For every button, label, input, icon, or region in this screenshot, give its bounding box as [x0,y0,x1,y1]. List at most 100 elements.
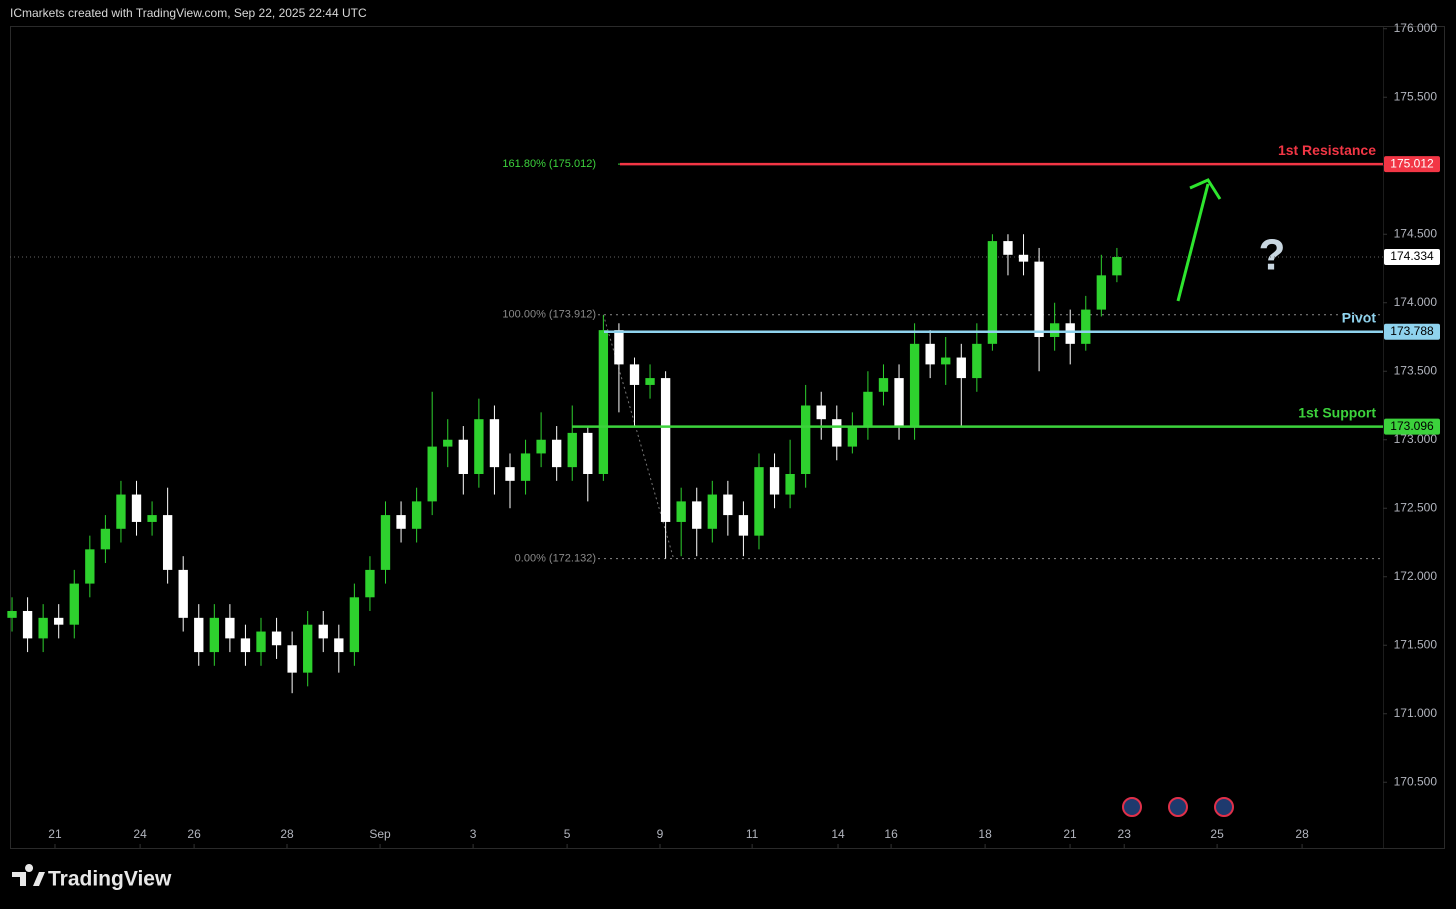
candle-body [396,515,406,529]
y-tick-label: 175.500 [1394,89,1438,103]
candle-body [318,624,328,639]
candle-body [583,432,593,474]
y-tick-label: 171.000 [1394,706,1438,720]
candle-body [162,515,173,570]
x-tick-label: 26 [187,827,201,841]
candle-body [54,617,64,625]
candle-body [614,330,624,365]
x-tick-label: Sep [369,827,391,841]
y-tick-label: 170.500 [1394,774,1438,788]
y-tick-label: 172.500 [1394,500,1438,514]
candle-body [925,343,935,365]
candle-body [832,419,842,447]
projection-arrow [1176,178,1222,302]
y-tick-label: 174.000 [1394,295,1438,309]
candle-body [443,439,453,447]
candle-body [660,378,671,522]
y-tick-label: 173.000 [1394,432,1438,446]
candle-body [692,501,702,529]
event-icon[interactable] [1122,797,1142,817]
candle-body [567,432,577,468]
event-icon[interactable] [1214,797,1234,817]
header: ICmarkets created with TradingView.com, … [10,6,367,20]
x-tick-label: 23 [1118,827,1132,841]
level-name: Pivot [1342,309,1377,325]
candle-body [894,378,904,427]
x-tick-label: 21 [48,827,62,841]
x-tick-label: 28 [1295,827,1309,841]
level-tag [1384,323,1440,340]
y-tick-label: 171.500 [1394,637,1438,651]
candle-body [22,610,33,639]
candle-body [380,515,391,570]
level-name: 1st Support [1298,404,1376,420]
candle-body [1034,261,1044,337]
candle-body [956,357,966,379]
candle-body [629,364,640,385]
y-tick-label: 176.000 [1394,21,1438,35]
candle-body [1018,254,1029,262]
candle-body [38,617,48,639]
candle-body [474,419,484,474]
candle-body [769,467,780,495]
candle-body [754,467,764,536]
level-tag [1384,156,1440,173]
last-price-label: 174.334 [1390,249,1434,263]
candle-body [147,515,157,522]
candle-body [1003,241,1013,255]
level-tag [1384,418,1440,435]
candle-body [427,446,437,502]
candle-body [536,439,546,454]
x-tick-label: 3 [470,827,477,841]
x-tick-label: 5 [564,827,571,841]
y-tick-label: 174.500 [1394,226,1438,240]
candle-body [816,405,826,420]
level-tag-label: 173.096 [1390,419,1434,433]
logo-mark [12,864,45,886]
y-tick-label: 173.500 [1394,363,1438,377]
candle-body [972,343,982,379]
fib-label: 100.00% (173.912) [502,309,596,321]
candle-body [271,631,282,646]
candle-body [552,439,562,468]
candle-body [85,549,95,584]
candle-body [209,617,219,653]
candle-body [303,624,313,673]
candle-body [458,439,468,474]
candle-body [598,330,609,474]
candle-body [1049,323,1060,337]
candle-body [256,631,266,653]
candle-body [100,528,111,550]
last-price-tag [1384,248,1440,265]
candle-body [287,645,297,673]
arrow-head [1189,178,1222,200]
event-icons [1122,797,1234,817]
candle-body [520,453,531,481]
candle-body [676,501,686,522]
x-tick-label: 9 [657,827,664,841]
candle-body [411,501,422,529]
level-tag-label: 175.012 [1390,156,1434,170]
event-icon[interactable] [1168,797,1188,817]
candle-body [69,583,79,625]
fib-label: 161.80% (175.012) [502,158,596,170]
candle-body [365,569,375,598]
arrow-shaft [1176,183,1210,302]
candle-body [800,405,811,474]
candle-body [240,638,251,653]
candle-body [723,494,733,516]
x-tick-label: 28 [280,827,294,841]
candle-body [334,638,344,653]
x-tick-label: 14 [831,827,845,841]
candles [7,234,1122,694]
question-mark: ? [1259,231,1286,280]
candle-body [178,569,188,618]
x-tick-label: 11 [746,827,759,841]
candle-body [505,467,515,481]
candle-body [738,515,749,536]
candle-body [225,617,235,639]
y-tick-label: 172.000 [1394,569,1438,583]
level-tag-label: 173.788 [1390,324,1434,338]
